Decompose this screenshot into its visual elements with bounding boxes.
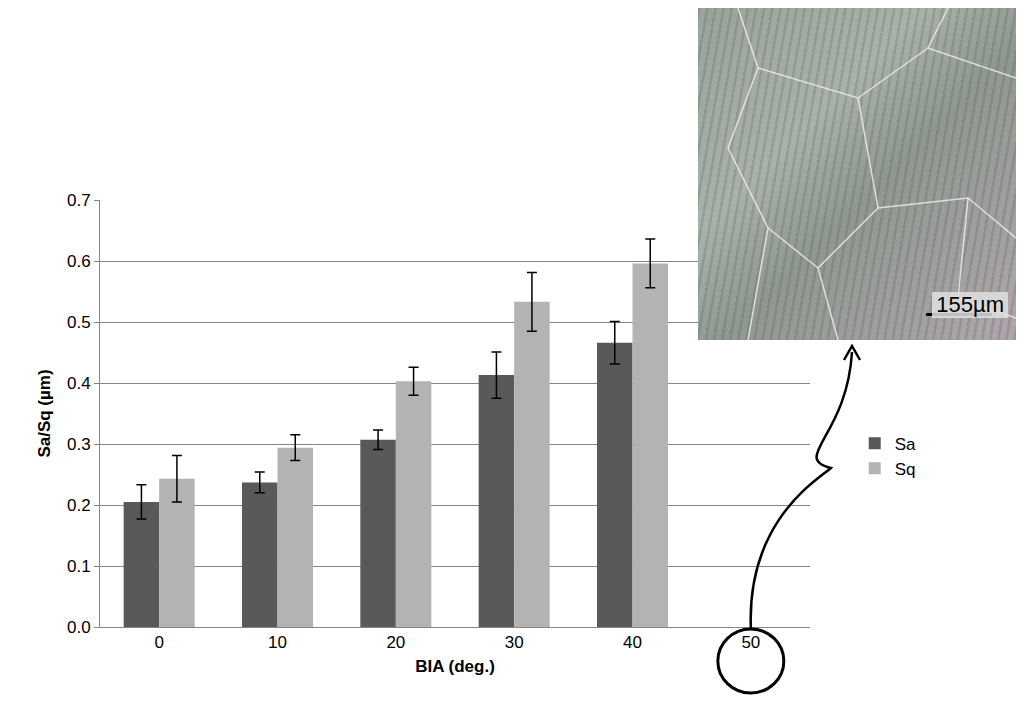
svg-text:Sa/Sq (µm): Sa/Sq (µm) — [35, 369, 54, 457]
svg-text:0.7: 0.7 — [67, 191, 91, 210]
svg-text:0.3: 0.3 — [67, 435, 91, 454]
svg-text:0.2: 0.2 — [67, 496, 91, 515]
svg-text:0: 0 — [154, 633, 163, 652]
svg-text:BIA (deg.): BIA (deg.) — [415, 657, 495, 676]
svg-text:30: 30 — [505, 633, 524, 652]
svg-text:50: 50 — [741, 633, 760, 652]
svg-text:Sq: Sq — [895, 460, 916, 479]
svg-text:0.1: 0.1 — [67, 557, 91, 576]
svg-text:0.4: 0.4 — [67, 374, 91, 393]
svg-text:0.0: 0.0 — [67, 618, 91, 637]
html-text:155µm: 155µm — [936, 292, 1004, 317]
svg-text:20: 20 — [386, 633, 405, 652]
svg-text:10: 10 — [268, 633, 287, 652]
svg-text:40: 40 — [623, 633, 642, 652]
svg-text:0.5: 0.5 — [67, 313, 91, 332]
svg-text:0.6: 0.6 — [67, 252, 91, 271]
svg-text:Sa: Sa — [895, 435, 916, 454]
